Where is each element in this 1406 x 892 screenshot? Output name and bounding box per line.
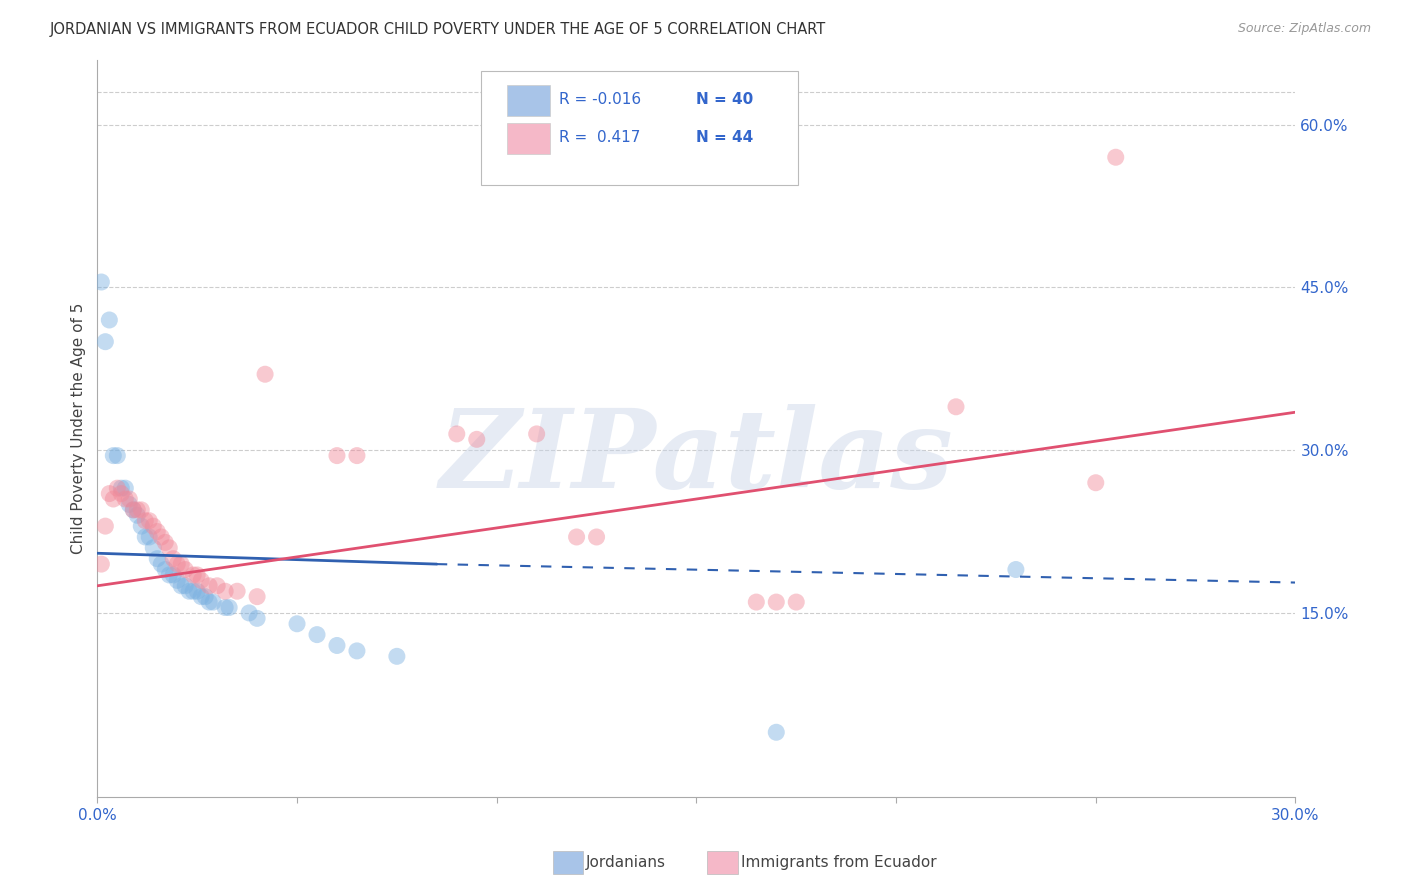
Point [94,519,117,533]
Point [181,584,204,599]
Point [194,590,217,604]
Point [765,725,787,739]
Point [1105,150,1128,164]
Point [326,449,349,463]
Point [246,590,269,604]
FancyBboxPatch shape [481,70,799,185]
Point [174,562,197,576]
Point [90,275,112,289]
Point [150,530,173,544]
Point [174,579,197,593]
Point [305,627,328,641]
Point [166,574,188,588]
Point [186,584,208,599]
Point [1084,475,1107,490]
Point [346,644,368,658]
Text: R = -0.016: R = -0.016 [558,92,641,107]
Point [129,503,152,517]
Point [129,519,152,533]
Point [146,551,169,566]
Point [326,639,349,653]
Point [198,595,221,609]
Point [218,600,240,615]
Point [170,579,193,593]
Point [181,568,204,582]
Point [785,595,807,609]
Point [146,524,169,539]
Point [127,503,149,517]
Point [138,514,160,528]
Text: N = 44: N = 44 [696,130,754,145]
Point [166,557,188,571]
Point [157,568,180,582]
Point [238,606,260,620]
Point [585,530,607,544]
Point [198,579,221,593]
Point [157,541,180,555]
Point [214,600,236,615]
Point [1005,562,1028,576]
Point [346,449,368,463]
Point [138,530,160,544]
Point [122,503,145,517]
Point [186,568,208,582]
Point [179,584,201,599]
Point [105,481,128,495]
Point [285,616,308,631]
Text: JORDANIAN VS IMMIGRANTS FROM ECUADOR CHILD POVERTY UNDER THE AGE OF 5 CORRELATIO: JORDANIAN VS IMMIGRANTS FROM ECUADOR CHI… [49,22,825,37]
Point [118,491,141,506]
Point [765,595,787,609]
Point [945,400,967,414]
Point [142,541,165,555]
Point [155,562,177,576]
Point [214,584,236,599]
Point [103,491,125,506]
Point [246,611,269,625]
Point [150,557,173,571]
Text: ZIPatlas: ZIPatlas [440,404,953,512]
Point [98,486,121,500]
Point [98,313,121,327]
Point [170,557,193,571]
Point [526,426,548,441]
Point [162,551,184,566]
Text: Immigrants from Ecuador: Immigrants from Ecuador [741,855,936,870]
Point [446,426,468,441]
Point [565,530,588,544]
Point [142,519,165,533]
Point [226,584,249,599]
Point [110,486,132,500]
Point [254,368,277,382]
Point [90,557,112,571]
Text: Source: ZipAtlas.com: Source: ZipAtlas.com [1237,22,1371,36]
Point [105,449,128,463]
Text: Jordanians: Jordanians [586,855,666,870]
Y-axis label: Child Poverty Under the Age of 5: Child Poverty Under the Age of 5 [72,302,86,554]
Point [190,590,212,604]
Point [103,449,125,463]
Point [162,568,184,582]
Point [118,498,141,512]
Point [114,491,136,506]
Point [94,334,117,349]
Text: N = 40: N = 40 [696,92,754,107]
FancyBboxPatch shape [508,85,550,116]
Point [134,530,156,544]
Point [114,481,136,495]
Point [127,508,149,523]
Point [190,574,212,588]
Point [122,503,145,517]
Text: R =  0.417: R = 0.417 [558,130,640,145]
FancyBboxPatch shape [508,123,550,154]
Point [465,433,488,447]
Point [202,595,225,609]
Point [155,535,177,549]
Point [385,649,408,664]
Point [745,595,768,609]
Point [134,514,156,528]
Point [205,579,228,593]
Point [110,481,132,495]
